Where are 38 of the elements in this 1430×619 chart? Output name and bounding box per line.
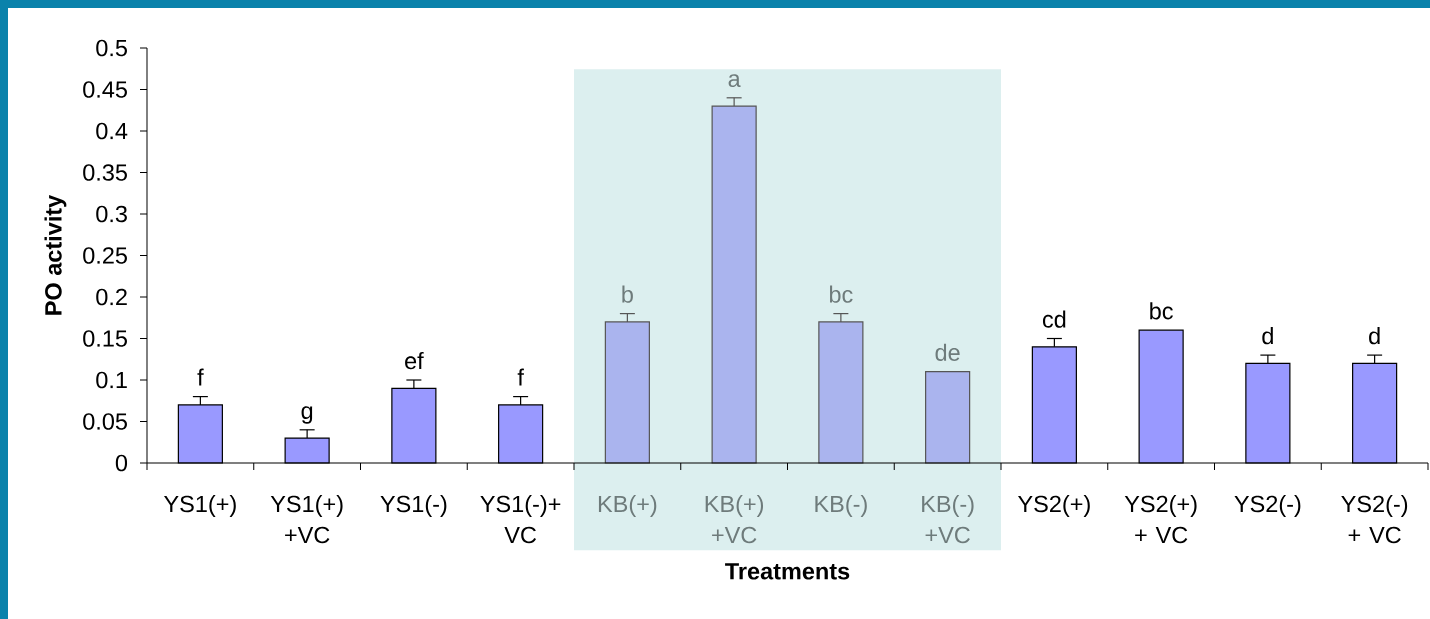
annotation: b [622, 285, 633, 303]
annotation: g [301, 406, 313, 424]
y-tick-label: 0.1 [96, 371, 127, 389]
y-tick-label: 0 [115, 454, 128, 472]
y-tick-label: 0.4 [96, 122, 128, 140]
y-tick-label: 0.15 [83, 330, 127, 347]
x-tick-label: YS1(+) +VC [270, 495, 343, 544]
x-axis-title: Treatments [725, 563, 850, 580]
y-tick-label: 0.2 [96, 288, 127, 306]
y-axis-title: PO activity [44, 194, 67, 315]
x-tick-label: YS2(-) + VC [1341, 495, 1408, 544]
annotation: d [1369, 327, 1380, 345]
y-tick-label: 0.5 [96, 39, 127, 57]
annotation: bc [1150, 302, 1173, 320]
x-tick-label: KB(-) +VC [922, 495, 974, 544]
y-tick-label: 0.3 [96, 205, 127, 223]
x-tick-label: YS1(+) [164, 495, 236, 517]
x-tick-label: YS2(+) + VC [1124, 495, 1197, 544]
annotation: f [197, 368, 204, 386]
annotation: bc [829, 285, 853, 303]
y-tick-label: 0.45 [83, 81, 127, 98]
annotation: cd [1042, 310, 1066, 328]
x-tick-label: YS2(-) [1234, 495, 1301, 517]
y-tick-label: 0.35 [83, 164, 127, 181]
annotation: d [1262, 327, 1273, 345]
x-tick-label: YS1(-) [380, 495, 447, 517]
annotation: ef [405, 352, 424, 370]
annotation: de [935, 343, 960, 361]
bar [925, 371, 971, 464]
x-tick-label: KB(+) [598, 495, 657, 517]
annotation: f [517, 368, 524, 386]
x-tick-label: KB(+) +VC [705, 495, 764, 544]
x-tick-label: KB(-) [815, 495, 867, 517]
x-tick-label: YS2(+) [1018, 495, 1090, 517]
annotation: a [728, 74, 741, 88]
x-tick-label: YS1(-)+ VC [480, 495, 561, 544]
y-tick-label: 0.25 [83, 247, 127, 264]
y-tick-label: 0.05 [83, 413, 127, 430]
